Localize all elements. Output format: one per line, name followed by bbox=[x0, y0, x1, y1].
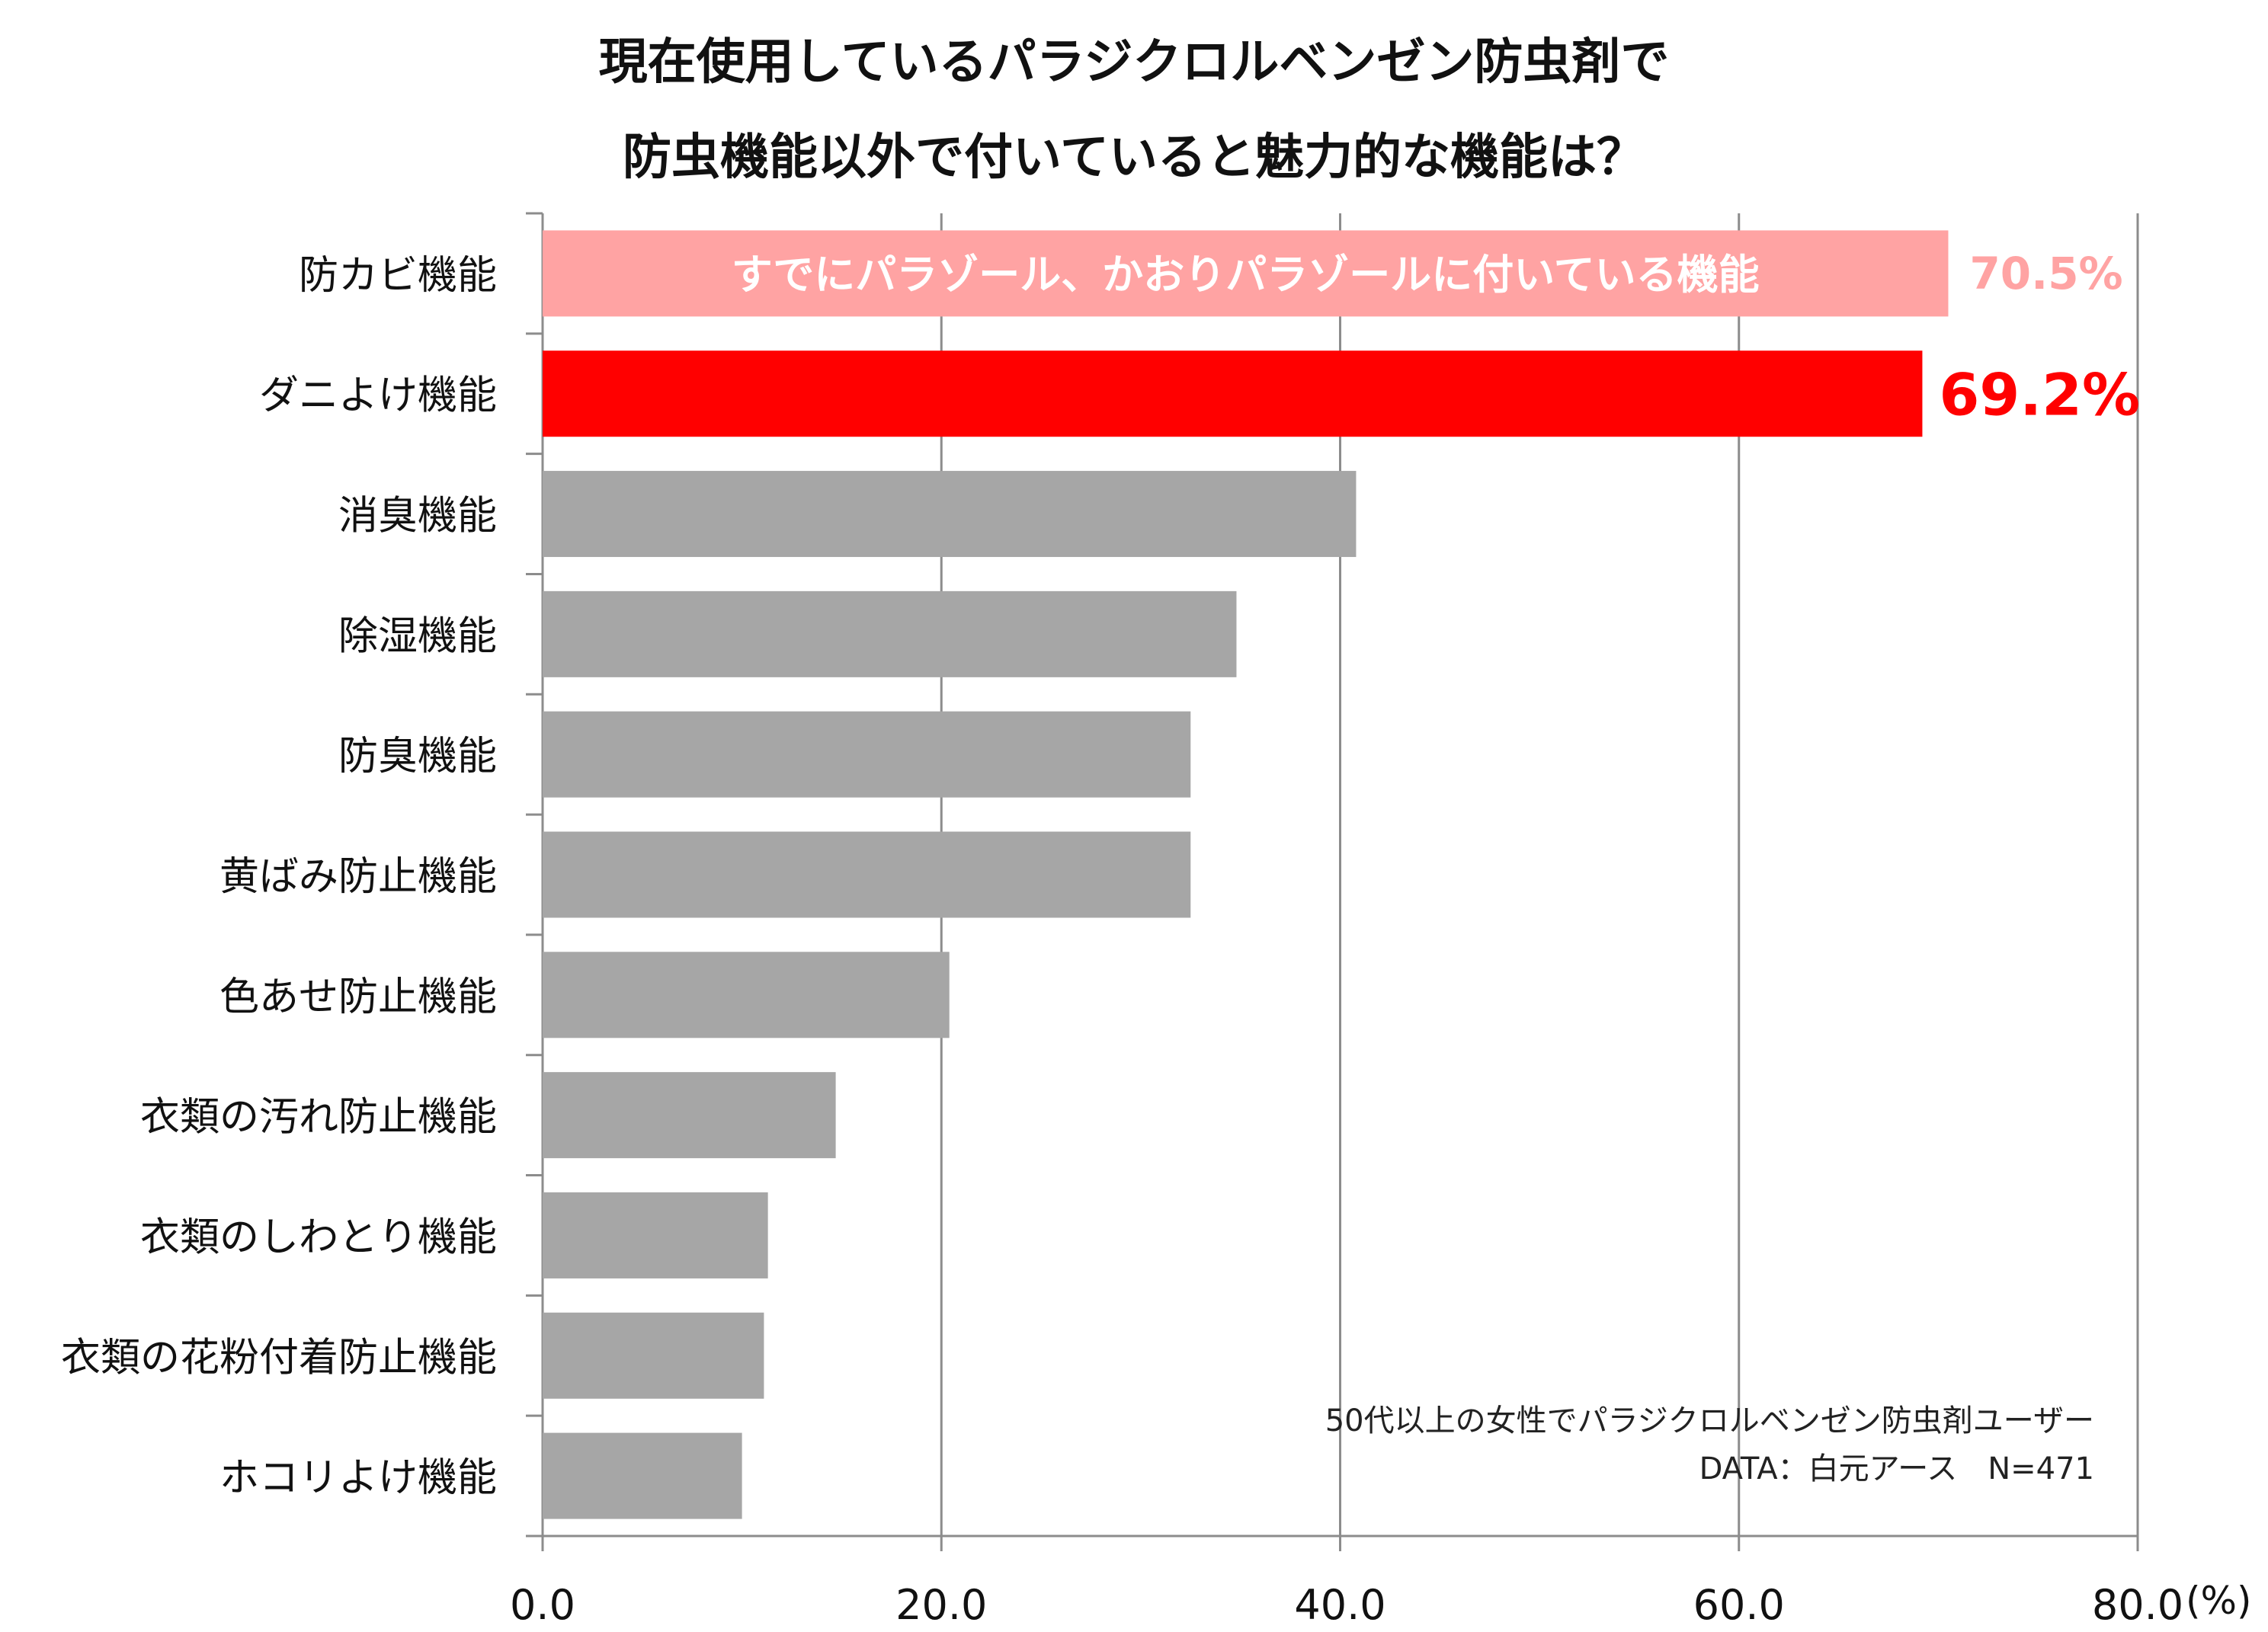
bar bbox=[543, 952, 950, 1038]
bar bbox=[543, 1192, 768, 1278]
source-note-line2: DATA：白元アース N=471 bbox=[1699, 1451, 2094, 1486]
category-label: 衣類のしわとり機能 bbox=[140, 1214, 497, 1260]
chart-title-line1: 現在使用しているパラジクロルベンゼン防虫剤で bbox=[598, 34, 1670, 91]
category-label: 除湿機能 bbox=[338, 613, 497, 659]
chart-title-line2: 防虫機能以外で付いていると魅力的な機能は？ bbox=[622, 130, 1646, 186]
bar-annotation: すでにパラゾール、かおりパラゾールに付いている機能 bbox=[732, 251, 1760, 299]
category-label: ホコリよけ機能 bbox=[219, 1455, 497, 1501]
x-tick-label: 20.0 bbox=[895, 1581, 987, 1629]
category-label: 防カビ機能 bbox=[299, 253, 497, 299]
bar bbox=[543, 590, 1237, 677]
category-label: 防臭機能 bbox=[338, 734, 497, 779]
category-label: ダニよけ機能 bbox=[259, 373, 497, 419]
bar bbox=[543, 230, 1949, 317]
category-label: 色あせ防止機能 bbox=[219, 974, 497, 1020]
x-unit-label: (%) bbox=[2186, 1579, 2252, 1623]
category-label: 消臭機能 bbox=[338, 494, 497, 539]
data-label: 69.2% bbox=[1939, 361, 2140, 429]
source-note-line1: 50代以上の女性でパラジクロルベンゼン防虫剤ユーザー bbox=[1325, 1403, 2094, 1438]
category-label: 黄ばみ防止機能 bbox=[219, 854, 497, 900]
category-label: 衣類の汚れ防止機能 bbox=[140, 1095, 497, 1141]
x-tick-label: 0.0 bbox=[510, 1581, 575, 1629]
x-tick-label: 40.0 bbox=[1294, 1581, 1385, 1629]
bar bbox=[543, 1312, 764, 1399]
bar bbox=[543, 471, 1357, 558]
x-tick-label: 60.0 bbox=[1693, 1581, 1785, 1629]
bar bbox=[543, 711, 1191, 798]
category-label: 衣類の花粉付着防止機能 bbox=[61, 1335, 497, 1381]
bar bbox=[543, 1072, 836, 1159]
bar bbox=[543, 831, 1191, 918]
data-label: 70.5% bbox=[1969, 248, 2122, 299]
bar bbox=[543, 1432, 742, 1519]
bar bbox=[543, 350, 1923, 437]
x-tick-label: 80.0 bbox=[2092, 1581, 2183, 1629]
